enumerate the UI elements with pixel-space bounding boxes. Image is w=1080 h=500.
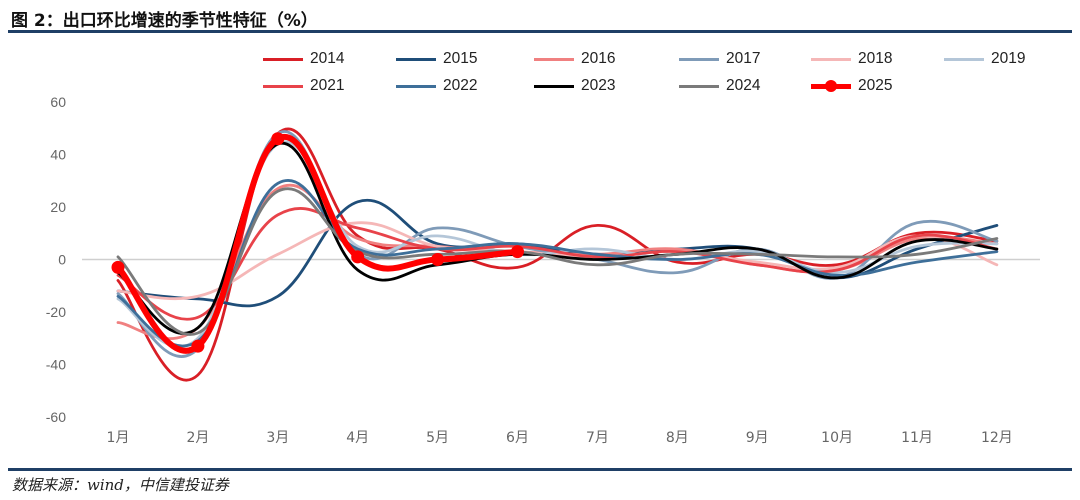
x-tick-label: 6月: [506, 430, 529, 446]
series-line-2021: [116, 207, 999, 321]
legend-item-2016: 2016: [534, 50, 644, 70]
figure-title: 图 2：出口环比增速的季节性特征（%）: [11, 11, 318, 31]
legend-item-2022: 2022: [396, 77, 506, 97]
legend-swatch: [263, 85, 303, 88]
legend-label: 2014: [310, 50, 345, 67]
legend-label: 2021: [310, 77, 345, 94]
series-point-2025: [431, 253, 445, 266]
x-tick-label: 12月: [981, 430, 1013, 446]
legend-item-2021: 2021: [263, 77, 373, 97]
legend-label: 2018: [858, 50, 893, 67]
x-tick-label: 11月: [901, 430, 933, 446]
source-note: 数据来源：wind，中信建投证券: [12, 476, 229, 494]
legend-label: 2022: [443, 77, 478, 94]
chart-series-lines: [115, 127, 999, 382]
legend-swatch: [534, 58, 574, 61]
series-point-2025: [111, 260, 125, 274]
y-tick-label: 20: [50, 199, 66, 215]
series-point-2025: [351, 250, 365, 264]
series-line-2022: [116, 179, 999, 348]
y-tick-label: 60: [50, 94, 66, 110]
legend-item-2024: 2024: [679, 77, 789, 97]
x-tick-label: 8月: [666, 430, 689, 446]
series-point-2025: [271, 132, 285, 146]
legend-item-2025: 2025: [811, 77, 921, 97]
legend-swatch: [811, 58, 851, 61]
x-tick-label: 9月: [746, 430, 769, 446]
x-tick-label: 3月: [266, 430, 289, 446]
series-point-2025: [511, 245, 524, 259]
y-tick-label: -60: [46, 409, 66, 425]
y-tick-label: 0: [58, 252, 66, 268]
legend-swatch: [944, 58, 984, 61]
source-rule: [8, 468, 1072, 471]
y-tick-label: 40: [50, 147, 66, 163]
x-tick-label: 5月: [426, 430, 449, 446]
legend-label: 2017: [726, 50, 761, 67]
x-tick-label: 1月: [107, 430, 130, 446]
title-rule: [8, 30, 1072, 33]
legend-label: 2019: [991, 50, 1026, 67]
legend-label: 2025: [858, 77, 893, 94]
legend-label: 2024: [726, 77, 761, 94]
legend-swatch: [396, 85, 436, 88]
legend-swatch: [679, 58, 719, 61]
legend-label: 2015: [443, 50, 478, 67]
x-tick-label: 7月: [586, 430, 609, 446]
legend-item-2015: 2015: [396, 50, 506, 70]
chart-series-markers: [111, 132, 524, 353]
series-point-2025: [191, 339, 205, 353]
legend-item-2018: 2018: [811, 50, 921, 70]
x-tick-label: 10月: [821, 430, 853, 446]
legend-marker: [825, 80, 837, 92]
y-tick-label: -40: [46, 357, 66, 373]
legend-swatch: [534, 85, 574, 88]
legend-item-2014: 2014: [263, 50, 373, 70]
series-line-2018: [116, 221, 999, 301]
legend-label: 2016: [581, 50, 616, 67]
chart-axes: -60 -40 -20 0 20 40 60 1月 2月 3月 4月 5月 6月 7月 8月 9月 10月 11月…: [46, 94, 1040, 446]
y-tick-label: -20: [46, 304, 66, 320]
x-tick-label: 4月: [346, 430, 369, 446]
legend-label: 2023: [581, 77, 616, 94]
legend-swatch: [396, 58, 436, 61]
legend-item-2017: 2017: [679, 50, 789, 70]
x-tick-label: 2月: [186, 430, 209, 446]
legend-item-2019: 2019: [944, 50, 1054, 70]
legend-swatch: [679, 85, 719, 88]
legend-swatch: [263, 58, 303, 61]
legend-swatch: [811, 80, 851, 92]
legend-item-2023: 2023: [534, 77, 644, 97]
